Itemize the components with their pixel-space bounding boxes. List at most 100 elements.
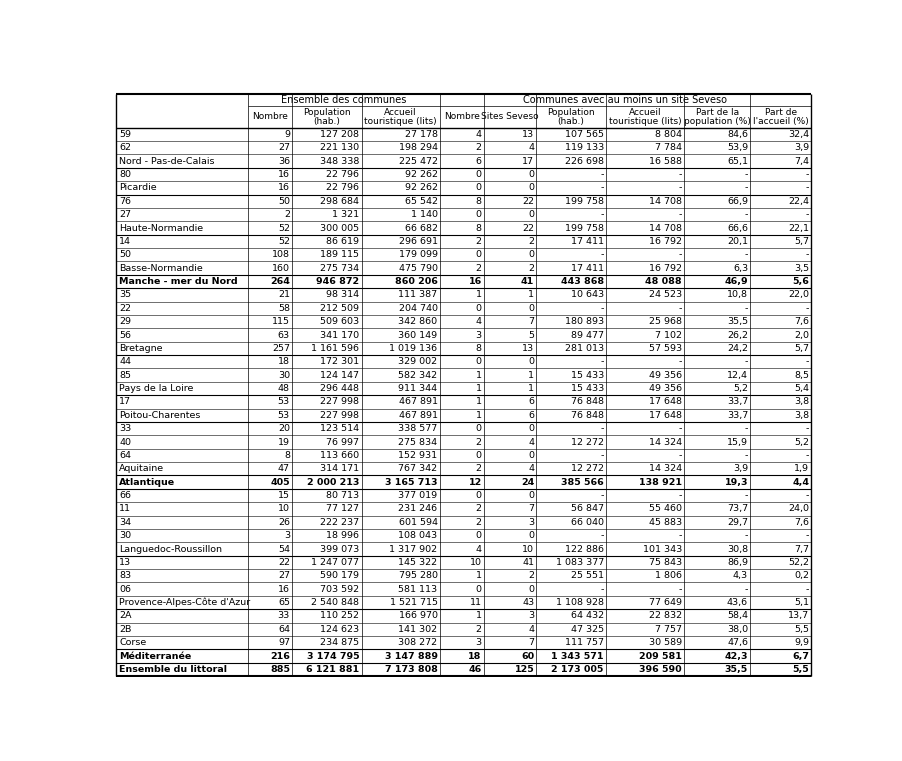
Text: Part de
l'accueil (%): Part de l'accueil (%) (752, 107, 807, 126)
Text: 257: 257 (272, 344, 290, 353)
Text: 15 433: 15 433 (570, 371, 603, 380)
Text: 52: 52 (278, 237, 290, 246)
Text: 18: 18 (468, 651, 481, 661)
Text: -: - (677, 210, 681, 219)
Text: 1 521 715: 1 521 715 (389, 598, 437, 607)
Text: 2: 2 (528, 237, 534, 246)
Text: 86 619: 86 619 (327, 237, 359, 246)
Text: 341 170: 341 170 (320, 330, 359, 339)
Text: -: - (600, 491, 603, 500)
Text: 13: 13 (521, 344, 534, 353)
Text: -: - (677, 357, 681, 366)
Text: 66 040: 66 040 (570, 517, 603, 527)
Text: 509 603: 509 603 (320, 317, 359, 326)
Text: 89 477: 89 477 (570, 330, 603, 339)
Text: 5,5: 5,5 (792, 665, 808, 674)
Text: 20,1: 20,1 (726, 237, 747, 246)
Text: 41: 41 (520, 277, 534, 286)
Text: 9: 9 (283, 130, 290, 139)
Text: 2: 2 (528, 263, 534, 272)
Text: 314 171: 314 171 (320, 464, 359, 473)
Text: 281 013: 281 013 (564, 344, 603, 353)
Text: 27: 27 (119, 210, 131, 219)
Text: 26,2: 26,2 (726, 330, 747, 339)
Text: 35: 35 (119, 291, 131, 299)
Text: 15: 15 (278, 491, 290, 500)
Text: 22,4: 22,4 (787, 197, 808, 205)
Text: 0: 0 (475, 170, 481, 179)
Text: 234 875: 234 875 (320, 638, 359, 647)
Text: -: - (600, 250, 603, 260)
Text: 30: 30 (278, 371, 290, 380)
Text: 52: 52 (278, 224, 290, 233)
Text: 16 588: 16 588 (649, 157, 681, 166)
Text: 5,5: 5,5 (794, 625, 808, 634)
Text: 231 246: 231 246 (398, 505, 437, 514)
Text: 66,6: 66,6 (726, 224, 747, 233)
Text: 10,8: 10,8 (726, 291, 747, 299)
Text: 5,6: 5,6 (791, 277, 808, 286)
Text: Population
(hab.): Population (hab.) (547, 107, 594, 126)
Text: 24,2: 24,2 (726, 344, 747, 353)
Text: 14: 14 (119, 237, 131, 246)
Text: Basse-Normandie: Basse-Normandie (119, 263, 203, 272)
Text: 8: 8 (475, 224, 481, 233)
Text: 795 280: 795 280 (398, 572, 437, 581)
Text: 0: 0 (475, 210, 481, 219)
Text: 58: 58 (278, 304, 290, 313)
Text: 65,1: 65,1 (726, 157, 747, 166)
Text: 3,8: 3,8 (793, 411, 808, 420)
Text: 40: 40 (119, 438, 131, 447)
Text: 111 387: 111 387 (398, 291, 437, 299)
Text: 18 996: 18 996 (327, 531, 359, 540)
Text: 17 411: 17 411 (570, 237, 603, 246)
Text: 33,7: 33,7 (726, 397, 747, 406)
Text: Part de la
population (%): Part de la population (%) (683, 107, 750, 126)
Text: Accueil
touristique (lits): Accueil touristique (lits) (364, 107, 437, 126)
Text: -: - (805, 170, 808, 179)
Text: -: - (677, 250, 681, 260)
Text: 10: 10 (521, 545, 534, 553)
Text: 264: 264 (270, 277, 290, 286)
Text: 22: 22 (521, 224, 534, 233)
Text: 1: 1 (528, 291, 534, 299)
Text: 860 206: 860 206 (394, 277, 437, 286)
Text: 108: 108 (272, 250, 290, 260)
Text: 377 019: 377 019 (398, 491, 437, 500)
Text: 24: 24 (520, 478, 534, 487)
Text: 12,4: 12,4 (726, 371, 747, 380)
Text: 4: 4 (528, 625, 534, 634)
Text: 50: 50 (119, 250, 131, 260)
Text: 300 005: 300 005 (320, 224, 359, 233)
Text: 189 115: 189 115 (320, 250, 359, 260)
Text: 92 262: 92 262 (404, 183, 437, 193)
Text: 22: 22 (119, 304, 131, 313)
Text: 17 648: 17 648 (649, 411, 681, 420)
Text: 6: 6 (475, 157, 481, 166)
Text: 296 691: 296 691 (398, 237, 437, 246)
Text: -: - (805, 250, 808, 260)
Text: 58,4: 58,4 (726, 611, 747, 620)
Text: 42,3: 42,3 (723, 651, 747, 661)
Text: 3,9: 3,9 (793, 143, 808, 152)
Text: -: - (744, 451, 747, 460)
Text: 467 891: 467 891 (398, 411, 437, 420)
Text: -: - (677, 304, 681, 313)
Text: 14 324: 14 324 (648, 464, 681, 473)
Text: 946 872: 946 872 (316, 277, 359, 286)
Text: 222 237: 222 237 (320, 517, 359, 527)
Text: 123 514: 123 514 (320, 424, 359, 433)
Text: 3: 3 (528, 517, 534, 527)
Text: 56 847: 56 847 (570, 505, 603, 514)
Text: 16: 16 (278, 584, 290, 594)
Text: 1: 1 (528, 384, 534, 393)
Text: Picardie: Picardie (119, 183, 157, 193)
Text: 342 860: 342 860 (398, 317, 437, 326)
Text: 22 796: 22 796 (327, 170, 359, 179)
Text: Corse: Corse (119, 638, 146, 647)
Text: 5,7: 5,7 (794, 344, 808, 353)
Text: 2: 2 (475, 143, 481, 152)
Text: 0: 0 (528, 491, 534, 500)
Text: 226 698: 226 698 (565, 157, 603, 166)
Text: 0: 0 (528, 210, 534, 219)
